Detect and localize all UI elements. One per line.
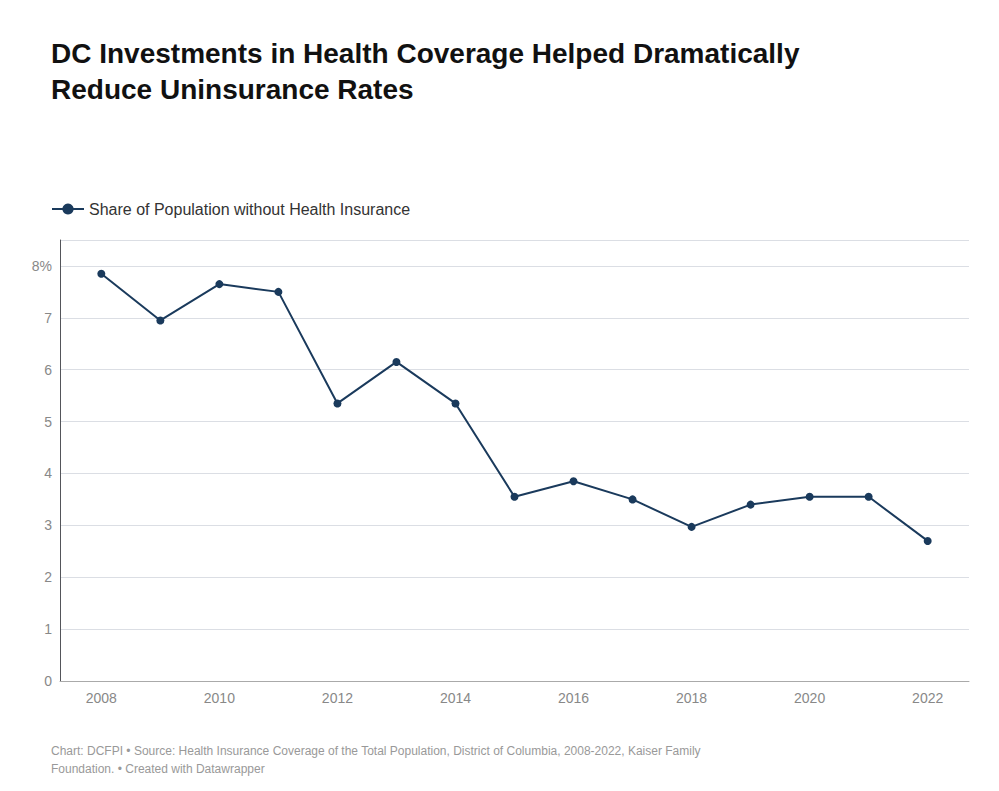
svg-text:2008: 2008 <box>86 690 117 706</box>
svg-text:Reduce Uninsurance Rates: Reduce Uninsurance Rates <box>51 74 414 105</box>
svg-text:2022: 2022 <box>912 690 943 706</box>
svg-text:2: 2 <box>44 569 52 585</box>
svg-text:4: 4 <box>44 465 52 481</box>
svg-text:Share of Population without He: Share of Population without Health Insur… <box>89 201 410 218</box>
svg-text:6: 6 <box>44 362 52 378</box>
svg-text:2012: 2012 <box>322 690 353 706</box>
svg-text:2014: 2014 <box>440 690 471 706</box>
svg-text:2016: 2016 <box>558 690 589 706</box>
svg-text:2010: 2010 <box>204 690 235 706</box>
svg-text:2020: 2020 <box>794 690 825 706</box>
svg-text:5: 5 <box>44 414 52 430</box>
svg-text:8%: 8% <box>32 258 52 274</box>
svg-text:Foundation. • Created with Dat: Foundation. • Created with Datawrapper <box>51 762 265 776</box>
svg-text:0: 0 <box>44 673 52 689</box>
svg-text:7: 7 <box>44 310 52 326</box>
svg-text:2018: 2018 <box>676 690 707 706</box>
svg-text:1: 1 <box>44 621 52 637</box>
svg-text:Chart: DCFPI • Source: Health: Chart: DCFPI • Source: Health Insurance … <box>51 744 701 758</box>
svg-text:3: 3 <box>44 517 52 533</box>
svg-text:DC Investments in Health Cover: DC Investments in Health Coverage Helped… <box>51 38 800 69</box>
